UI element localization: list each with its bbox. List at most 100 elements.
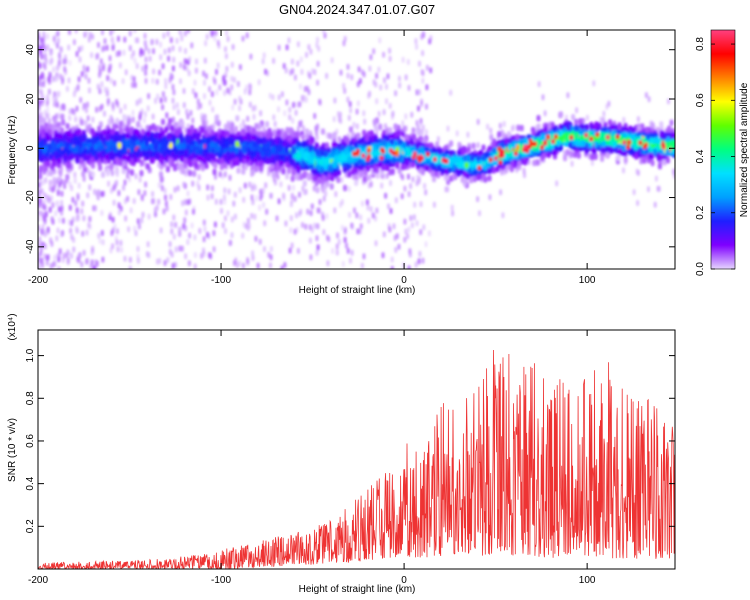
spectrogram-cell (375, 98, 379, 105)
spectrogram-cell (72, 39, 76, 46)
spectrogram-cell (347, 171, 352, 178)
spectrogram-cell (206, 231, 209, 238)
spectrogram-cell (188, 56, 192, 63)
spectrogram-cell (241, 262, 245, 269)
spectrogram-cell (378, 37, 382, 44)
spectrogram-cell (57, 112, 61, 119)
spectrogram-cell (672, 172, 675, 179)
spectrogram-cell (156, 152, 161, 159)
spectrogram-cell (171, 116, 175, 123)
spectrogram-cell (277, 106, 280, 113)
spectrogram-cell (653, 201, 657, 208)
spectrogram-cell (203, 225, 207, 232)
spectrogram-cell (62, 179, 66, 186)
spectrogram-cell (349, 257, 352, 264)
spectrogram-cell (378, 123, 383, 131)
spectrogram-cell (151, 191, 155, 197)
spectrogram-cell (340, 199, 344, 206)
spectrogram-cell (49, 263, 53, 269)
spectrogram-cell (444, 186, 448, 193)
spectrogram-cell (166, 257, 170, 263)
spectrogram-cell (58, 181, 62, 188)
spectrogram-cell (226, 123, 231, 130)
spectrogram-cell (450, 204, 454, 211)
spectrogram-cell (45, 101, 49, 107)
spectrogram-cell (202, 70, 206, 77)
spectrogram-cell (200, 252, 204, 259)
spectrogram-cell (141, 195, 144, 202)
spectrogram-cell (74, 200, 78, 207)
spectrogram-cell (68, 108, 72, 115)
spectrogram-cell (53, 254, 57, 261)
spectrogram-cell (362, 253, 366, 260)
spectrogram-cell (415, 89, 419, 96)
spectrogram-cell (412, 133, 417, 141)
spectrogram-cell (409, 215, 413, 222)
spectrogram-cell (38, 264, 41, 269)
spectrogram-cell (242, 119, 245, 126)
spectrogram-cell (84, 120, 88, 127)
spectrogram-cell (369, 54, 373, 61)
spectrogram-cell (85, 125, 90, 133)
spectrogram-cell (76, 194, 80, 201)
spectrogram-cell (316, 79, 320, 86)
spectrogram-cell (407, 173, 410, 180)
spectrogram-cell (42, 81, 45, 88)
spectrogram-cell (203, 79, 206, 86)
spectrogram-cell (239, 161, 243, 168)
spectrogram-cell (40, 71, 44, 78)
spectrogram-cell (585, 114, 589, 121)
spectrogram-cell (251, 105, 255, 112)
spectrogram-cell (316, 123, 320, 130)
spectrogram-cell (600, 155, 605, 162)
spectrogram-cell (252, 113, 256, 120)
spectrogram-cell (566, 92, 570, 99)
spectrogram-cell (427, 230, 431, 237)
spectrogram-cell (52, 66, 56, 73)
spectrogram-cell (160, 185, 164, 192)
spectrogram-cell (139, 111, 142, 118)
spectrogram-cell (139, 159, 144, 167)
spectrogram-cell (322, 30, 326, 34)
spectrogram-cell (86, 66, 90, 73)
spectrogram-cell (283, 262, 287, 268)
spectrogram-cell (223, 90, 227, 96)
spectrogram-cell (502, 121, 506, 127)
spectrogram-cell (246, 217, 250, 224)
spectrogram-cell (159, 54, 163, 61)
spectrogram-cell (152, 48, 155, 55)
spectrogram-cell (65, 123, 70, 130)
spectrogram-cell (296, 101, 300, 108)
spectrogram-cell (264, 182, 268, 189)
spectrogram-cell (152, 198, 156, 204)
spectrogram-cell (636, 169, 640, 176)
spectrogram-cell (103, 38, 107, 45)
spectrogram-cell (151, 113, 155, 120)
spectrogram-cell (44, 211, 48, 218)
spectrogram-cell (158, 69, 162, 76)
spectrogram-cell (309, 254, 313, 261)
spectrogram-cell (251, 250, 255, 257)
spectrogram-cell (115, 228, 119, 235)
spectrogram-cell (38, 201, 42, 208)
spectrogram-cell (110, 36, 114, 43)
spectrogram-cell (229, 239, 233, 246)
spectrogram-cell (248, 89, 252, 96)
spectrogram-cell (327, 236, 331, 243)
spectrogram-cell (440, 167, 445, 174)
spectrogram-cell (425, 164, 430, 171)
spectrogram-cell (129, 207, 133, 214)
spectrogram-cell (85, 107, 88, 114)
spectrogram-cell (299, 56, 303, 63)
spectrogram-cell (119, 107, 123, 114)
spectrogram-cell (44, 229, 48, 236)
spectrogram-cell (305, 128, 309, 135)
spectrogram-cell (421, 257, 425, 264)
spectrogram-cell (56, 42, 59, 49)
spectrogram-cell (222, 75, 226, 82)
spectrogram-cell (289, 227, 293, 234)
spectrogram-cell (214, 114, 219, 121)
spectrogram-cell (110, 128, 115, 135)
spectrogram-cell (355, 212, 359, 219)
spectrogram-cell (290, 196, 294, 203)
